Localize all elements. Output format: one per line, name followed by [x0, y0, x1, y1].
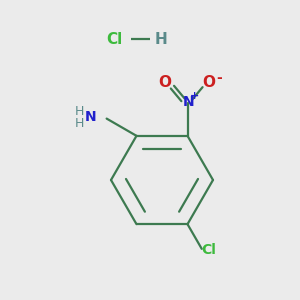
- Text: Cl: Cl: [106, 32, 122, 46]
- Text: N: N: [84, 110, 96, 124]
- Text: H: H: [75, 106, 84, 118]
- Text: +: +: [190, 91, 199, 101]
- Text: H: H: [154, 32, 167, 46]
- Text: O: O: [203, 75, 216, 90]
- Text: -: -: [216, 71, 222, 85]
- Text: N: N: [182, 95, 194, 109]
- Text: Cl: Cl: [201, 243, 216, 257]
- Text: O: O: [159, 75, 172, 90]
- Text: H: H: [75, 118, 84, 130]
